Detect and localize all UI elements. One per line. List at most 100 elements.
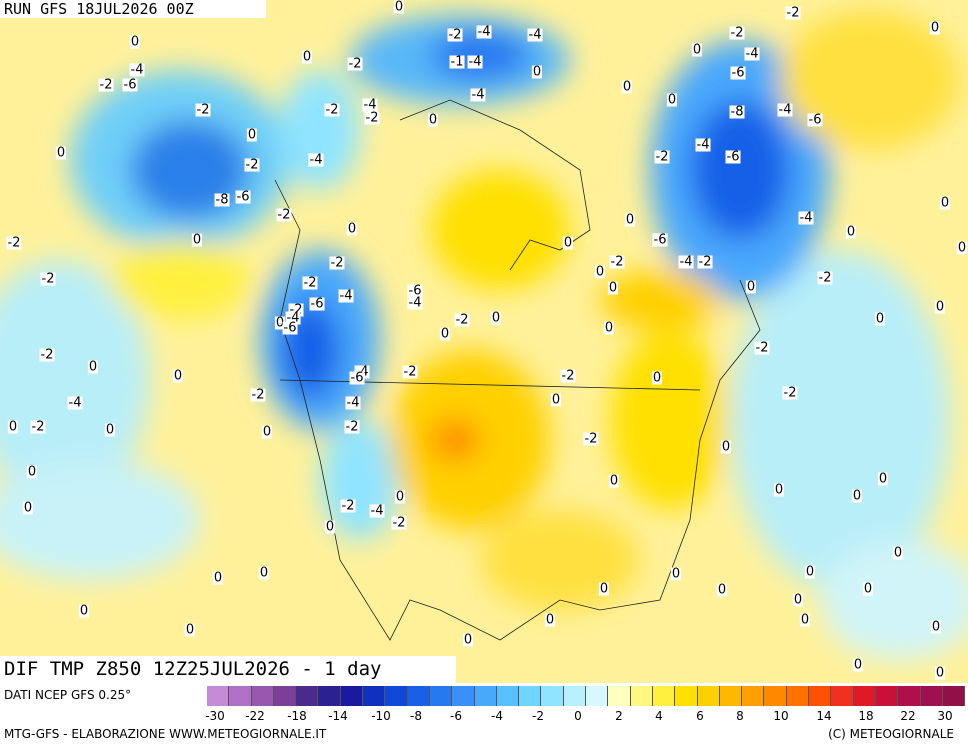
contour-label: 0 — [608, 473, 620, 489]
color-swatch — [251, 686, 274, 706]
contour-label: -4 — [308, 152, 324, 168]
contour-label: 0 — [129, 34, 141, 50]
contour-label: -2 — [329, 255, 345, 271]
color-bar-tick: 6 — [696, 709, 704, 723]
contour-label: -6 — [725, 149, 741, 165]
color-bar-tick: 30 — [937, 709, 953, 723]
contour-label: -4 — [369, 503, 385, 519]
color-bar-tick: 4 — [655, 709, 663, 723]
contour-label: 0 — [845, 224, 857, 240]
contour-label: 0 — [462, 632, 474, 648]
contour-label: -2 — [583, 431, 599, 447]
color-bar-tick: 0 — [574, 709, 582, 723]
contour-label: -2 — [697, 254, 713, 270]
contour-label: -2 — [324, 102, 340, 118]
contour-label: 0 — [799, 612, 811, 628]
color-swatch — [809, 686, 832, 706]
color-swatch — [385, 686, 408, 706]
contour-label: -6 — [122, 77, 138, 93]
contour-label: 0 — [720, 439, 732, 455]
footer-copyright: (C) METEOGIORNALE — [828, 727, 954, 741]
contour-label: 0 — [745, 279, 757, 295]
color-swatch — [407, 686, 430, 706]
contour-label: 0 — [212, 570, 224, 586]
contour-label: 0 — [956, 240, 968, 256]
color-bar-tick: -2 — [532, 709, 544, 723]
color-bar-tick: -18 — [287, 709, 307, 723]
color-swatch — [318, 686, 341, 706]
color-swatch — [920, 686, 943, 706]
color-bar-tick: 10 — [773, 709, 789, 723]
color-swatch — [697, 686, 720, 706]
contour-label: 0 — [191, 232, 203, 248]
contour-label: -2 — [302, 275, 318, 291]
contour-label: 0 — [324, 519, 336, 535]
contour-label: -2 — [98, 77, 114, 93]
color-swatch — [229, 686, 252, 706]
contour-label: 0 — [544, 612, 556, 628]
contour-label: 0 — [439, 326, 451, 342]
contour-label: -2 — [447, 27, 463, 43]
contour-label: -2 — [30, 419, 46, 435]
contour-label: 0 — [550, 392, 562, 408]
contour-label: -2 — [454, 312, 470, 328]
contour-label: 0 — [773, 482, 785, 498]
color-swatch — [875, 686, 899, 706]
contour-label: 0 — [55, 145, 67, 161]
contour-label: -4 — [338, 288, 354, 304]
contour-label: 0 — [301, 49, 313, 65]
color-swatch — [496, 686, 520, 706]
contour-label: -2 — [402, 364, 418, 380]
contour-label: -2 — [276, 207, 292, 223]
contour-label: -2 — [40, 271, 56, 287]
color-bar-tick: -14 — [328, 709, 348, 723]
contour-label: 0 — [87, 359, 99, 375]
contour-label: -4 — [744, 46, 760, 62]
legend-panel: DATI NCEP GFS 0.25° -30 -22 -18 -14 -10 -8 -6-… — [0, 683, 968, 745]
contour-label: 0 — [562, 235, 574, 251]
contour-label: 0 — [877, 471, 889, 487]
contour-label: -4 — [527, 27, 543, 43]
contour-label: -2 — [195, 102, 211, 118]
color-swatch — [452, 686, 475, 706]
contour-label: 0 — [716, 582, 728, 598]
contour-label: -6 — [730, 65, 746, 81]
color-bar-tick: 22 — [900, 709, 916, 723]
contour-label: 0 — [691, 42, 703, 58]
contour-label: -6 — [349, 370, 365, 386]
contour-label: 0 — [930, 619, 942, 635]
contour-label: 0 — [792, 592, 804, 608]
map-title: DIF TMP Z850 12Z25JUL2026 - 1 day — [0, 656, 456, 683]
contour-label: -2 — [244, 157, 260, 173]
contour-label: 0 — [621, 79, 633, 95]
color-swatch — [853, 686, 876, 706]
contour-label: 0 — [892, 545, 904, 561]
contour-label: -2 — [609, 254, 625, 270]
contour-label: 0 — [261, 424, 273, 440]
color-swatch — [719, 686, 743, 706]
contour-label: 0 — [874, 311, 886, 327]
color-swatch — [519, 686, 542, 706]
contour-label: 0 — [804, 564, 816, 580]
contour-label: 0 — [666, 92, 678, 108]
contour-label: 0 — [394, 489, 406, 505]
color-swatch — [340, 686, 364, 706]
color-swatch — [675, 686, 698, 706]
contour-label: 0 — [651, 370, 663, 386]
contour-label: -2 — [729, 25, 745, 41]
contour-label: 0 — [172, 368, 184, 384]
contour-label: -4 — [470, 87, 486, 103]
contour-label: 0 — [274, 315, 286, 331]
color-swatch — [429, 686, 453, 706]
contour-label: -6 — [282, 320, 298, 336]
contour-label: -4 — [777, 102, 793, 118]
color-swatch — [563, 686, 587, 706]
contour-label: 0 — [531, 64, 543, 80]
contour-label: 0 — [104, 422, 116, 438]
contour-label: 0 — [7, 419, 19, 435]
contour-label: 0 — [184, 622, 196, 638]
color-swatch — [630, 686, 653, 706]
contour-label: -2 — [6, 235, 22, 251]
color-swatch — [898, 686, 921, 706]
contour-label: -2 — [340, 498, 356, 514]
